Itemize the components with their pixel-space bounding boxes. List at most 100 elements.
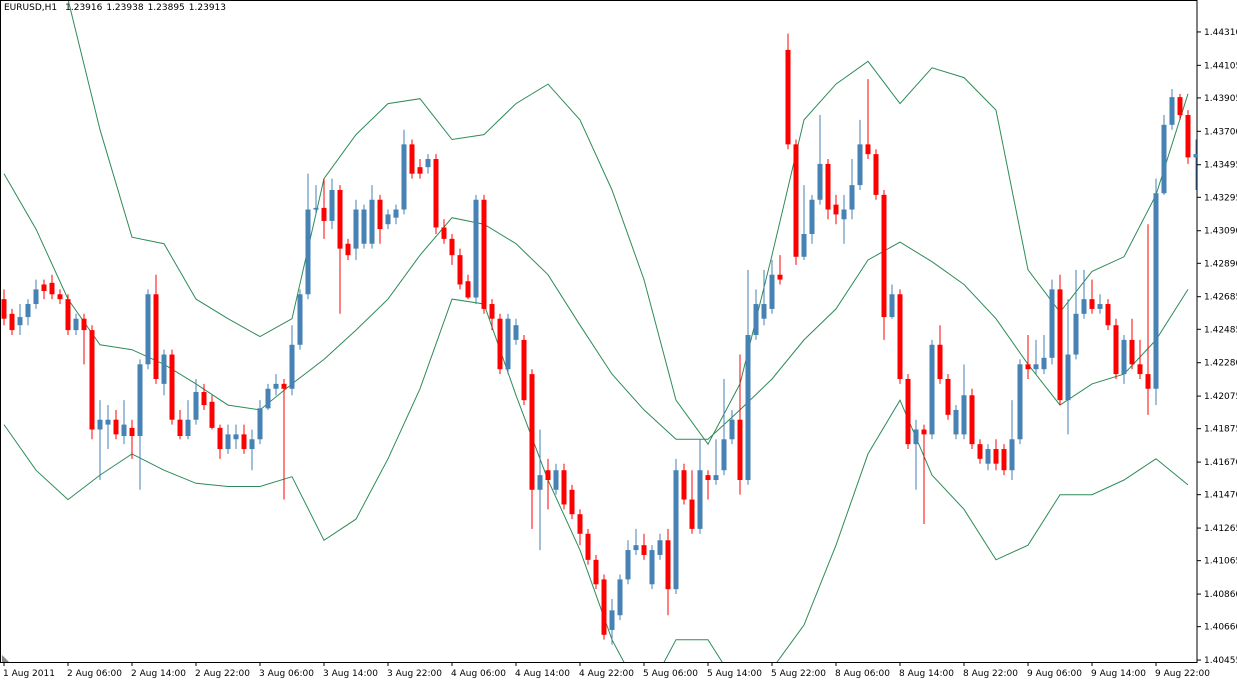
candle-body — [153, 294, 159, 379]
candle-body — [1161, 124, 1167, 194]
candle-body — [1041, 357, 1047, 370]
x-tick-label: 1 Aug 2011 — [3, 669, 55, 679]
candle-body — [1073, 313, 1079, 355]
candle-body — [289, 344, 295, 389]
candle-body — [617, 579, 623, 616]
chart-header: EURUSD,H1 1.23916 1.23938 1.23895 1.23913 — [4, 3, 226, 13]
candle-body — [457, 255, 463, 285]
candle-body — [337, 189, 343, 249]
candle-body — [17, 317, 23, 326]
candle-body — [233, 434, 239, 440]
candle-body — [545, 470, 551, 481]
y-tick-label: 1.42075 — [1204, 392, 1237, 402]
bollinger-band — [3, 173, 1189, 440]
x-tick-label: 2 Aug 06:00 — [67, 669, 122, 679]
candle-body — [745, 334, 751, 481]
candle-body — [409, 144, 415, 174]
candle-body — [169, 354, 175, 420]
candle-body — [913, 429, 919, 445]
candle-body — [329, 189, 335, 221]
axes: 1.44310 1.44105 1.43905 1.43700 1.43495 1.432… — [3, 28, 1237, 679]
candle-body — [633, 545, 639, 551]
candle-body — [41, 284, 47, 291]
candle-body — [689, 499, 695, 529]
candle-body — [681, 470, 687, 500]
candle-body — [849, 185, 855, 210]
candle-body — [897, 294, 903, 379]
candle-body — [145, 294, 151, 365]
y-tick-label: 1.40455 — [1204, 656, 1237, 666]
candle-body — [209, 401, 215, 428]
candle-body — [65, 299, 71, 331]
candle-body — [441, 227, 447, 239]
candle-body — [241, 434, 247, 450]
candle-body — [201, 392, 207, 406]
candle-body — [361, 209, 367, 244]
candle-body — [129, 427, 135, 437]
candle-body — [945, 378, 951, 415]
candle-body — [801, 233, 807, 257]
candle-body — [937, 344, 943, 379]
candle-body — [1145, 374, 1151, 389]
x-tick-label: 9 Aug 14:00 — [1091, 669, 1146, 679]
x-tick-label: 4 Aug 06:00 — [451, 669, 506, 679]
y-tick-label: 1.40660 — [1204, 623, 1237, 633]
candle-body — [1113, 325, 1119, 375]
candle-body — [9, 313, 15, 331]
candle-body — [185, 419, 191, 437]
x-tick-label: 9 Aug 06:00 — [1027, 669, 1082, 679]
y-tick-label: 1.40860 — [1204, 590, 1237, 600]
candle-body — [969, 395, 975, 445]
candle-body — [265, 388, 271, 409]
candle-body — [1089, 299, 1095, 309]
x-tick-label: 2 Aug 22:00 — [195, 669, 250, 679]
candle-body — [737, 419, 743, 481]
candle-body — [1, 299, 7, 319]
y-tick-label: 1.41670 — [1204, 458, 1237, 468]
candle-body — [121, 424, 127, 437]
candle-body — [921, 429, 927, 435]
y-tick-label: 1.41065 — [1204, 557, 1237, 567]
x-tick-label: 2 Aug 14:00 — [131, 669, 186, 679]
candle-body — [809, 199, 815, 234]
y-tick-label: 1.43090 — [1204, 227, 1237, 237]
candle-body — [1105, 304, 1111, 326]
candle-body — [369, 199, 375, 244]
candle-body — [1177, 97, 1183, 116]
candle-body — [1065, 354, 1071, 401]
header-value: 1.23938 — [106, 3, 143, 13]
y-tick-label: 1.42280 — [1204, 359, 1237, 369]
candle-body — [249, 439, 255, 450]
candle-body — [857, 144, 863, 186]
candle-body — [1193, 154, 1197, 158]
x-tick-label: 8 Aug 22:00 — [963, 669, 1018, 679]
y-tick-label: 1.42685 — [1204, 293, 1237, 303]
bollinger-band — [3, 298, 1189, 662]
candle-body — [81, 318, 87, 331]
candle-body — [449, 238, 455, 256]
candle-body — [641, 545, 647, 555]
candle-body — [521, 339, 527, 401]
x-tick-label: 8 Aug 06:00 — [835, 669, 890, 679]
candle-body — [817, 163, 823, 200]
candle-body — [721, 439, 727, 471]
candle-body — [513, 325, 519, 340]
candle-body — [1097, 304, 1103, 309]
candle-body — [1121, 339, 1127, 375]
candle-body — [649, 550, 655, 585]
candle-body — [697, 470, 703, 529]
y-tick-label: 1.42890 — [1204, 259, 1237, 269]
candle-body — [353, 209, 359, 249]
candle-body — [1169, 97, 1175, 125]
candle-body — [665, 540, 671, 590]
candle-body — [25, 304, 31, 318]
y-tick-label: 1.41470 — [1204, 491, 1237, 501]
candle-body — [1129, 339, 1135, 365]
y-tick-label: 1.41875 — [1204, 425, 1237, 435]
candle-body — [73, 318, 79, 331]
candle-body — [657, 540, 663, 555]
x-tick-label: 4 Aug 14:00 — [515, 669, 570, 679]
candle-body — [889, 294, 895, 318]
candle-body — [905, 378, 911, 445]
